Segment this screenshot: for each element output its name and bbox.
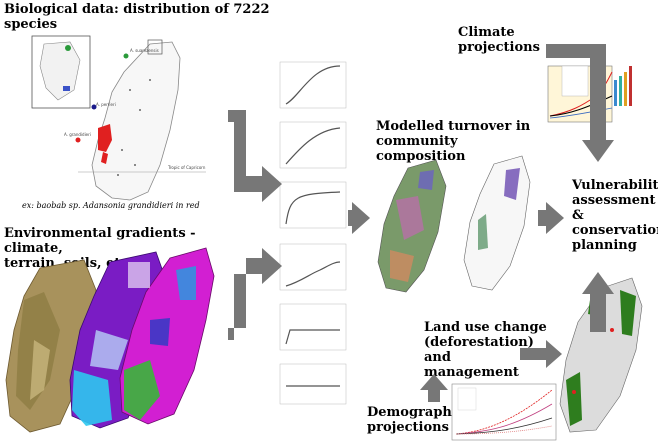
demographic-label: Demographic projections: [367, 405, 465, 435]
map-legend-box: [128, 262, 150, 288]
biological-data-caption: ex: baobab sp. Adansonia grandidieri in …: [22, 201, 200, 210]
map-label-tropic: Tropic of Capricorn: [167, 165, 206, 170]
grandidieri-marker: [75, 137, 81, 143]
map-label-suarezensis: A. suarezensis: [130, 48, 159, 53]
climate-projections-label: Climate projections: [458, 25, 540, 55]
modelled-turnover-label: Modelled turnover in community compositi…: [376, 119, 531, 164]
biological-data-label: Biological data: distribution of 7222 sp…: [4, 2, 270, 32]
turnover-maps: [377, 155, 531, 293]
grandidieri-range: [98, 124, 112, 152]
arrow-right: [520, 340, 562, 368]
arrow-right: [348, 202, 370, 234]
arrow-up: [582, 272, 614, 332]
arrow-right: [538, 202, 564, 234]
turnover-map-change: [463, 155, 531, 291]
perrieri-marker: [91, 104, 97, 110]
land-use-label: Land use change (deforestation) and mana…: [424, 320, 547, 380]
vulnerability-map: [559, 277, 643, 433]
arrow-up: [420, 374, 448, 402]
suarezensis-marker: [123, 53, 129, 59]
vulnerability-label: Vulnerability assessment & conservation …: [572, 178, 658, 253]
arrow-elbow-down-right: [228, 110, 282, 202]
demographic-chart: [451, 383, 557, 441]
response-curves: [279, 61, 347, 405]
environmental-gradient-maps: [5, 247, 215, 433]
species-distribution-map: A. suarezensis A. perrieri A. grandidier…: [31, 35, 206, 201]
arrow-down: [546, 44, 614, 162]
map-label-grandidieri: A. grandidieri: [64, 132, 91, 137]
map-label-perrieri: A. perrieri: [96, 102, 116, 107]
arrow-elbow-up-right: [228, 248, 282, 340]
